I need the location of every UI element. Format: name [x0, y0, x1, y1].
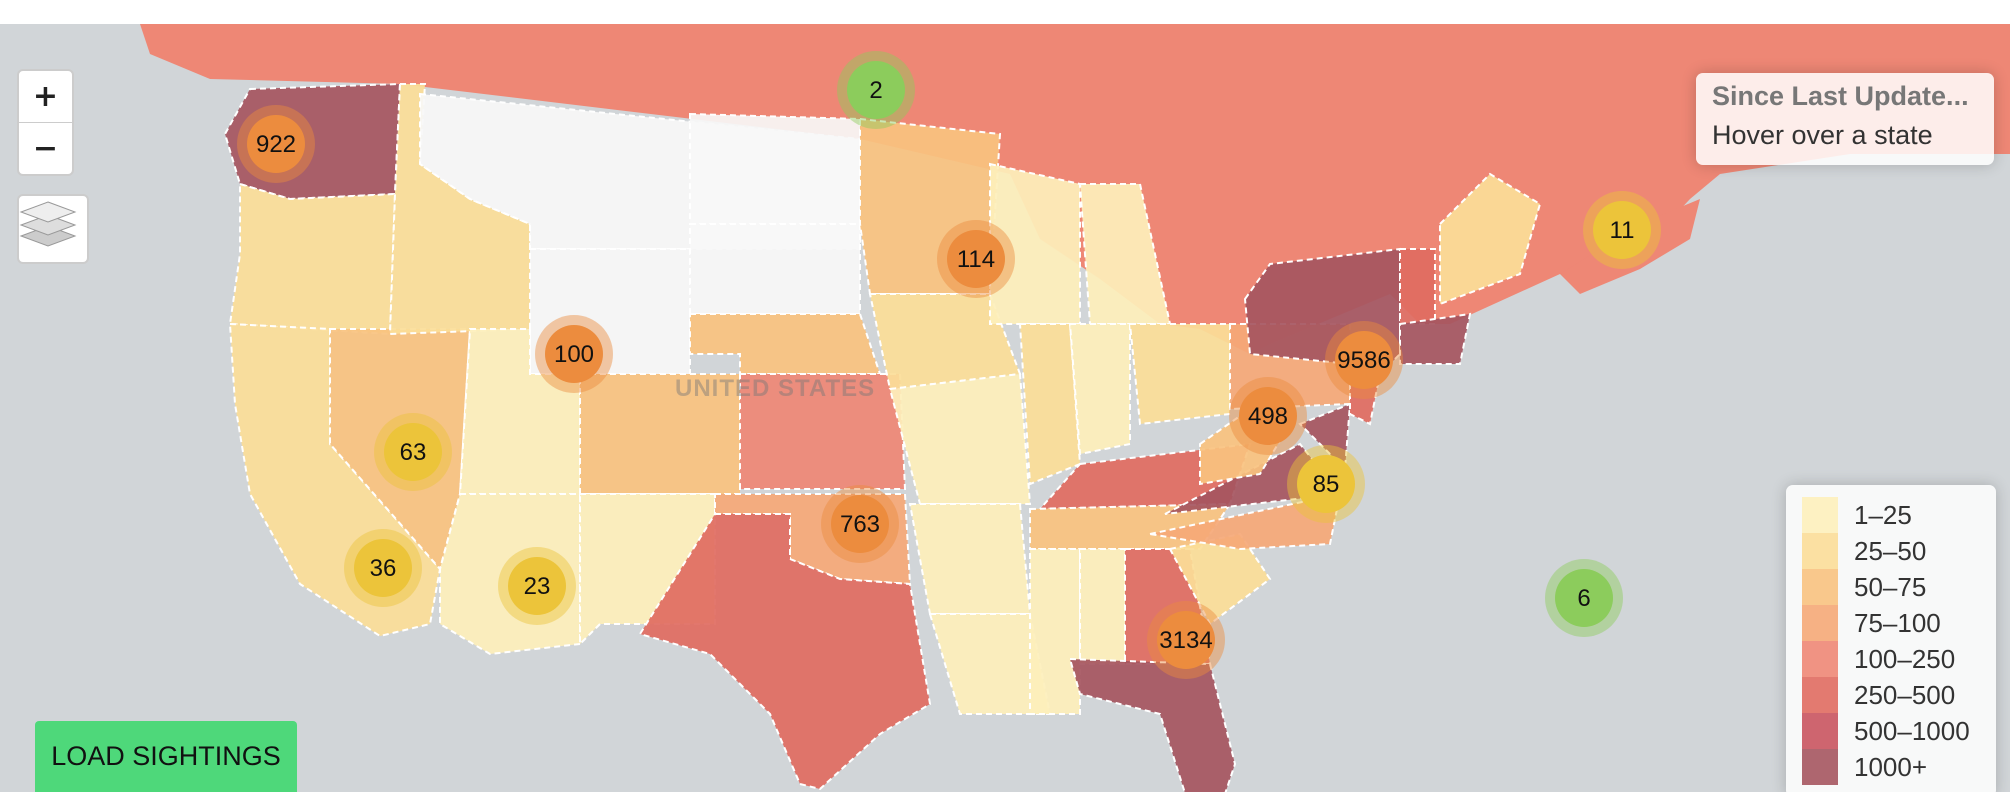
map-canvas[interactable]: UNITED STATES 922 2 114 11 100 9586 498 63 85 763… [0, 24, 2010, 792]
map-svg[interactable]: UNITED STATES 922 2 114 11 100 9586 498 63 85 763… [0, 24, 2010, 792]
cluster-core [508, 557, 566, 615]
legend-swatch [1802, 677, 1838, 713]
region-north-carolina[interactable] [1149, 492, 1342, 551]
legend-label: 1000+ [1854, 751, 1928, 782]
legend-item: 1–25 [1802, 497, 1980, 533]
legend-item: 100–250 [1802, 641, 1980, 677]
cluster-count: 6 [1577, 585, 1590, 612]
cluster-count: 922 [256, 131, 296, 158]
cluster-core [247, 115, 305, 173]
legend-item: 1000+ [1802, 749, 1980, 785]
info-panel: Since Last Update... Hover over a state [1696, 73, 1994, 165]
legend-label: 25–50 [1854, 535, 1927, 566]
cluster-core [384, 423, 442, 481]
cluster-count: 2 [869, 77, 882, 104]
cluster-core [947, 230, 1005, 288]
load-sightings-button[interactable]: LOAD SIGHTINGS [35, 721, 297, 792]
cluster-count: 100 [554, 341, 594, 368]
region-maine[interactable] [1439, 172, 1542, 306]
cluster-core [1593, 201, 1651, 259]
cluster-marker-new-jersey[interactable]: 9586 [1325, 321, 1403, 399]
layers-button[interactable] [17, 194, 89, 264]
region-oregon[interactable] [228, 182, 397, 336]
legend-label: 50–75 [1854, 571, 1927, 602]
cluster-marker-north-carolina[interactable]: 85 [1287, 445, 1365, 523]
cluster-count: 11 [1610, 217, 1635, 244]
legend-label: 75–100 [1854, 607, 1941, 638]
zoom-out-button[interactable]: − [19, 122, 72, 174]
legend-label: 500–1000 [1854, 715, 1970, 746]
region-arkansas[interactable] [908, 503, 1032, 615]
legend-label: 100–250 [1854, 643, 1956, 674]
cluster-core [354, 539, 412, 597]
cluster-marker-washington[interactable]: 922 [237, 105, 315, 183]
cluster-core [545, 325, 603, 383]
cluster-marker-nevada[interactable]: 63 [374, 413, 452, 491]
cluster-marker-southern-california[interactable]: 36 [344, 529, 422, 607]
cluster-core [831, 495, 889, 553]
cluster-count: 36 [370, 555, 397, 582]
region-south-dakota[interactable] [689, 223, 861, 315]
cluster-count: 114 [957, 246, 995, 273]
cluster-count: 498 [1248, 403, 1288, 430]
cluster-marker-arizona[interactable]: 23 [498, 547, 576, 625]
cluster-marker-north-dakota[interactable]: 2 [837, 51, 915, 129]
legend-swatch [1802, 641, 1838, 677]
legend-label: 250–500 [1854, 679, 1956, 710]
cluster-core [1335, 331, 1393, 389]
region-illinois[interactable] [1018, 323, 1082, 486]
zoom-in-button[interactable]: + [32, 79, 59, 114]
legend: 1–25 25–50 50–75 75–100 100–250 250–500 500–10… [1786, 485, 1996, 792]
cluster-count: 9586 [1337, 347, 1390, 374]
cluster-count: 85 [1313, 471, 1340, 498]
cluster-core [1297, 455, 1355, 513]
legend-item: 250–500 [1802, 677, 1980, 713]
cluster-count: 23 [524, 573, 551, 600]
region-maryland[interactable] [1298, 402, 1352, 472]
legend-item: 500–1000 [1802, 713, 1980, 749]
region-vermont[interactable] [1399, 248, 1436, 325]
cluster-marker-virginia[interactable]: 498 [1229, 377, 1307, 455]
cluster-marker-oklahoma[interactable]: 763 [821, 485, 899, 563]
legend-item: 25–50 [1802, 533, 1980, 569]
legend-swatch [1802, 713, 1838, 749]
legend-swatch [1802, 497, 1838, 533]
region-south-carolina[interactable] [1168, 532, 1272, 626]
cluster-marker-nova-scotia[interactable]: 11 [1583, 191, 1661, 269]
region-alabama[interactable] [1079, 548, 1126, 665]
cluster-core [1555, 569, 1613, 627]
cluster-core [1239, 387, 1297, 445]
zoom-control: + − [17, 69, 74, 176]
region-indiana[interactable] [1068, 323, 1131, 456]
legend-swatch [1802, 749, 1838, 785]
region-missouri[interactable] [888, 372, 1032, 505]
legend-label: 1–25 [1854, 499, 1912, 530]
region-north-dakota[interactable] [689, 112, 861, 225]
legend-item: 50–75 [1802, 569, 1980, 605]
region-ohio[interactable] [1128, 323, 1231, 426]
info-title: Since Last Update... [1712, 81, 1969, 111]
cluster-count: 3134 [1159, 627, 1212, 654]
cluster-count: 763 [840, 511, 880, 538]
cluster-count: 63 [400, 439, 427, 466]
cluster-marker-florida[interactable]: 3134 [1147, 601, 1225, 679]
legend-swatch [1802, 569, 1838, 605]
cluster-core [847, 61, 905, 119]
region-kansas[interactable] [739, 373, 907, 490]
info-subtitle: Hover over a state [1712, 120, 1933, 150]
region-mississippi[interactable] [1029, 548, 1081, 715]
country-label: UNITED STATES [675, 375, 875, 402]
legend-item: 75–100 [1802, 605, 1980, 641]
legend-swatch [1802, 605, 1838, 641]
region-massachusetts[interactable] [1399, 312, 1472, 365]
region-nebraska[interactable] [689, 313, 882, 375]
region-texas[interactable] [638, 513, 932, 791]
layers-icon [19, 201, 77, 247]
region-florida[interactable] [1068, 657, 1237, 792]
cluster-marker-colorado[interactable]: 100 [535, 315, 613, 393]
cluster-marker-atlantic[interactable]: 6 [1545, 559, 1623, 637]
cluster-core [1157, 611, 1215, 669]
legend-swatch [1802, 533, 1838, 569]
cluster-marker-wisconsin[interactable]: 114 [937, 220, 1015, 298]
